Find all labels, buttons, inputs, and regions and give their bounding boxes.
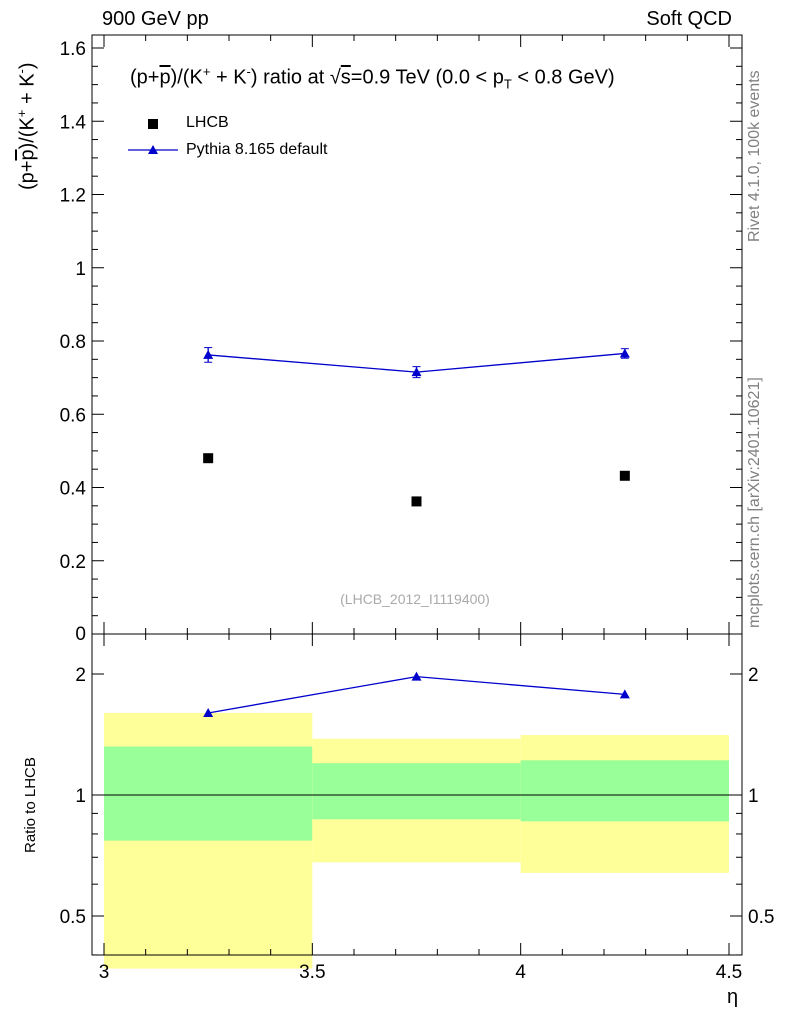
y-tick-label: 0.6 [60, 405, 86, 426]
y-tick-label: 1.2 [60, 186, 86, 207]
pythia-point [619, 348, 630, 358]
ratio-y-axis-label: Ratio to LHCB [22, 757, 39, 853]
legend-data-label: LHCB [186, 114, 229, 131]
pythia-point [411, 367, 422, 377]
y-axis-label: (p+p)/(K+ + K-) [14, 62, 39, 190]
legend-mc-marker [148, 145, 158, 154]
ratio-y-tick-label: 1 [75, 786, 86, 807]
y-tick-label: 1.4 [60, 112, 87, 133]
pythia-point [203, 349, 214, 359]
x-tick-label: 3 [99, 962, 110, 983]
legend-data-marker [148, 119, 158, 129]
chart-title: (p+p)/(K+ + K-) ratio at √s=0.9 TeV (0.0… [130, 64, 615, 92]
legend-mc-label: Pythia 8.165 default [186, 141, 328, 158]
lhcb-data-point [619, 470, 630, 481]
ratio-y-tick-label-right: 2 [748, 665, 759, 686]
ratio-band-inner [312, 763, 521, 820]
lhcb-data-point [411, 496, 422, 507]
y-tick-label: 0 [75, 624, 86, 645]
ratio-band-inner [104, 746, 313, 841]
x-tick-label: 3.5 [299, 962, 325, 983]
y-tick-label: 0.2 [60, 552, 86, 573]
x-tick-label: 4 [515, 962, 526, 983]
y-tick-label: 0.4 [60, 479, 87, 500]
ratio-pythia-point [203, 707, 214, 717]
lhcb-data-point [203, 453, 214, 464]
ratio-bands [92, 712, 742, 969]
collision-label: 900 GeV pp [102, 8, 209, 30]
ratio-y-tick-label: 2 [75, 665, 86, 686]
axis-ticks [92, 35, 742, 956]
y-tick-label: 0.8 [60, 332, 86, 353]
process-label: Soft QCD [646, 8, 732, 30]
tick-labels: 0.2 0.4 0.6 0.8 1 1.2 1.4 1.6 0 3 3.5 4 4.5 0.5 0.5 1 1 2… [60, 39, 775, 983]
ratio-y-tick-label-right: 0.5 [748, 907, 774, 928]
ratio-pythia-line [208, 675, 625, 714]
mcplots-label: mcplots.cern.ch [arXiv:2401.10621] [746, 377, 763, 628]
rivet-version-label: Rivet 4.1.0, 100k events [746, 70, 763, 242]
x-axis-label: η [727, 986, 739, 1008]
chart-series [203, 347, 630, 717]
ratio-band-inner [520, 760, 729, 822]
ratio-pythia-point [619, 689, 630, 699]
legend [128, 119, 178, 154]
ratio-pythia-point [411, 671, 422, 681]
ratio-y-tick-label-right: 1 [748, 786, 759, 807]
ratio-y-tick-label: 0.5 [60, 907, 86, 928]
x-tick-label: 4.5 [716, 962, 742, 983]
y-tick-label: 1 [75, 259, 86, 280]
y-tick-label: 1.6 [60, 39, 86, 60]
analysis-watermark: (LHCB_2012_I1119400) [340, 591, 490, 607]
